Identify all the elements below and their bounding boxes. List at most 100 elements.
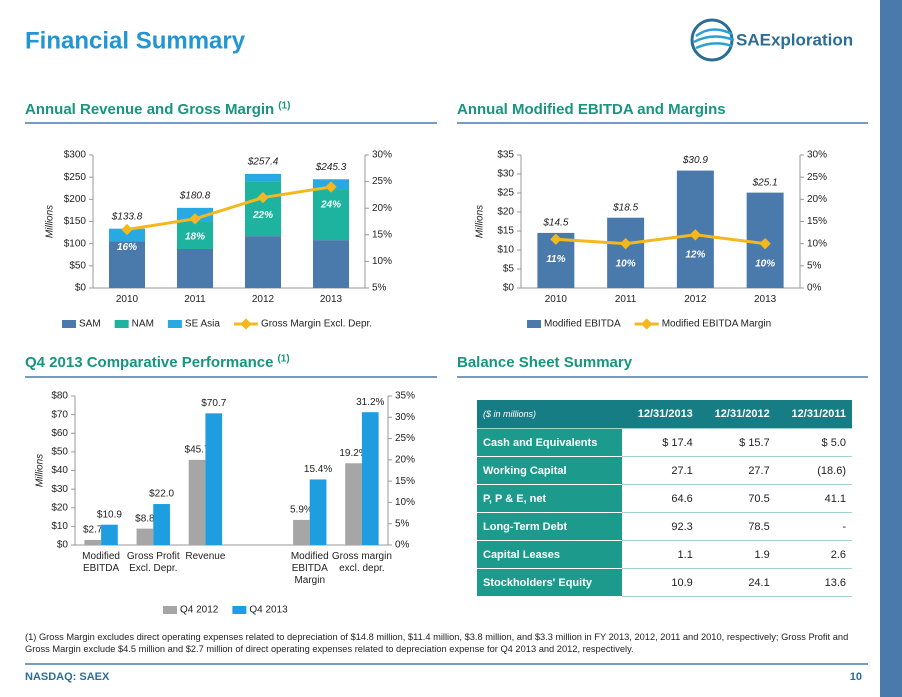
cell: 10.9 bbox=[621, 568, 699, 597]
legend-label: Q4 2012 bbox=[180, 605, 219, 616]
data-label: $45.7 bbox=[185, 445, 210, 456]
y-tick-label: $20 bbox=[51, 502, 68, 513]
data-label: 19.2% bbox=[339, 448, 367, 459]
cell: 41.1 bbox=[775, 484, 852, 513]
row-label: Cash and Equivalents bbox=[477, 428, 622, 457]
y2-tick-label: 25% bbox=[372, 176, 392, 187]
y2-tick-label: 30% bbox=[372, 150, 392, 161]
x-tick-label: 2011 bbox=[184, 294, 206, 305]
y2-tick-label: 0% bbox=[395, 540, 410, 551]
data-label: 24% bbox=[320, 200, 341, 211]
legend-swatch bbox=[527, 320, 541, 328]
column-header: 12/31/2012 bbox=[698, 400, 776, 429]
y-tick-label: $0 bbox=[503, 283, 515, 294]
bar bbox=[153, 504, 170, 545]
unit-note: ($ in millions) bbox=[477, 400, 622, 429]
data-label: 18% bbox=[185, 231, 205, 242]
y-tick-label: $30 bbox=[497, 169, 514, 180]
y-tick-label: $0 bbox=[57, 540, 69, 551]
row-label: Working Capital bbox=[477, 456, 622, 485]
x-tick-label: 2013 bbox=[319, 294, 343, 305]
row-label: Long-Term Debt bbox=[477, 512, 622, 541]
data-label: $70.7 bbox=[201, 398, 226, 409]
bar bbox=[176, 221, 214, 249]
x-tick-label: Gross margin excl. depr. bbox=[331, 551, 392, 574]
cell: $ 5.0 bbox=[775, 428, 852, 457]
bar bbox=[361, 412, 379, 545]
total-label: $245.3 bbox=[315, 162, 347, 173]
legend-label: Modified EBITDA bbox=[544, 319, 621, 330]
bar bbox=[345, 463, 362, 545]
legend-swatch bbox=[62, 320, 76, 328]
y-tick-label: $50 bbox=[69, 260, 86, 271]
balance-sheet-table: ($ in millions) 12/31/2013 12/31/2012 12/31… bbox=[477, 400, 852, 597]
y-axis-title: Millions bbox=[45, 205, 56, 238]
y-tick-label: $10 bbox=[497, 245, 514, 256]
data-label: $2.7 bbox=[83, 525, 103, 536]
y-tick-label: $35 bbox=[497, 150, 514, 161]
side-bar bbox=[880, 0, 902, 697]
y2-tick-label: 20% bbox=[372, 203, 392, 214]
y2-tick-label: 15% bbox=[807, 216, 827, 227]
legend-swatch bbox=[641, 318, 653, 330]
y-tick-label: $200 bbox=[64, 194, 87, 205]
data-label: $22.0 bbox=[149, 489, 174, 500]
logo-icon bbox=[690, 18, 735, 62]
cell: 64.6 bbox=[621, 484, 699, 513]
y-tick-label: $0 bbox=[75, 283, 87, 294]
bar bbox=[136, 528, 154, 545]
cell: $ 15.7 bbox=[698, 428, 776, 457]
total-label: $257.4 bbox=[247, 157, 279, 168]
bar bbox=[205, 413, 223, 545]
x-tick-label: Gross Profit Excl. Depr. bbox=[126, 551, 180, 574]
column-header: 12/31/2013 bbox=[621, 400, 699, 429]
footnote: (1) Gross Margin excludes direct operati… bbox=[25, 632, 849, 654]
bar bbox=[101, 524, 118, 545]
legend-label: Modified EBITDA Margin bbox=[662, 319, 772, 330]
line-marker bbox=[189, 213, 201, 225]
data-label: 31.2% bbox=[356, 397, 384, 408]
cell: (18.6) bbox=[775, 456, 852, 485]
x-tick-label: 2010 bbox=[544, 294, 567, 305]
y-tick-label: $5 bbox=[503, 264, 515, 275]
x-tick-label: 2011 bbox=[614, 294, 637, 305]
y2-tick-label: 0% bbox=[807, 283, 822, 294]
y-tick-label: $150 bbox=[64, 216, 87, 227]
data-label: 12% bbox=[685, 249, 705, 260]
y2-tick-label: 15% bbox=[372, 229, 392, 240]
table-row: Capital Leases 1.1 1.9 2.6 bbox=[477, 540, 852, 569]
data-label: 16% bbox=[117, 242, 137, 253]
legend-swatch bbox=[240, 318, 252, 330]
y-tick-label: $25 bbox=[497, 188, 514, 199]
y2-tick-label: 25% bbox=[395, 433, 415, 444]
data-label: $30.9 bbox=[682, 155, 708, 166]
data-label: 11% bbox=[546, 254, 565, 265]
cell: - bbox=[775, 512, 852, 541]
data-label: $14.5 bbox=[542, 218, 568, 229]
cell: 27.7 bbox=[698, 456, 776, 485]
legend-label: NAM bbox=[132, 319, 154, 330]
line-marker bbox=[550, 233, 562, 245]
y2-tick-label: 25% bbox=[807, 172, 827, 183]
total-label: $133.8 bbox=[111, 211, 143, 222]
y-axis-title: Millions bbox=[35, 454, 46, 487]
bar bbox=[244, 181, 282, 237]
y-tick-label: $50 bbox=[51, 447, 68, 458]
bar bbox=[312, 190, 350, 241]
legend-swatch bbox=[232, 606, 247, 614]
section-title: Q4 2013 Comparative Performance bbox=[25, 354, 273, 371]
bar bbox=[244, 236, 282, 288]
cell: 78.5 bbox=[698, 512, 776, 541]
y2-tick-label: 20% bbox=[807, 194, 827, 205]
bar bbox=[84, 539, 102, 545]
legend-label: Q4 2013 bbox=[249, 605, 288, 616]
y2-tick-label: 10% bbox=[807, 238, 827, 249]
y2-tick-label: 15% bbox=[395, 476, 415, 487]
data-label: $25.1 bbox=[752, 177, 778, 188]
x-tick-label: Modified EBITDA Margin bbox=[290, 551, 329, 586]
section-title: Annual Revenue and Gross Margin bbox=[25, 101, 274, 118]
legend-label: SAM bbox=[79, 319, 101, 330]
y-axis-title: Millions bbox=[475, 205, 486, 238]
